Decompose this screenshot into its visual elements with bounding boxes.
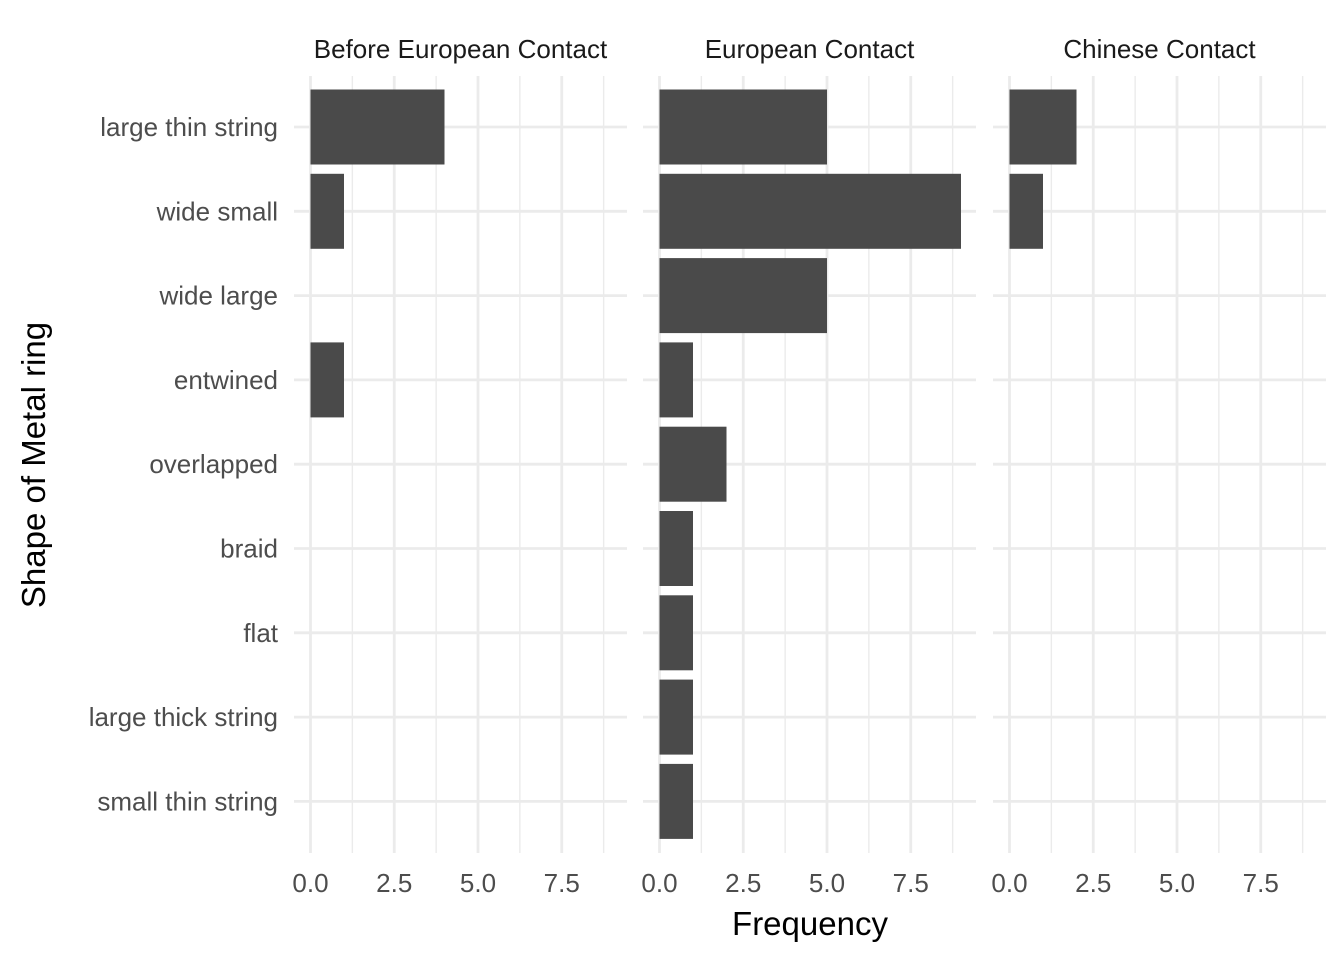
bar [659, 258, 827, 334]
x-tick-label: 5.0 [460, 868, 496, 898]
bar [1009, 173, 1043, 249]
y-tick-label: small thin string [97, 786, 278, 816]
y-tick-label: braid [220, 534, 278, 564]
bar [310, 173, 344, 249]
facet-title: European Contact [705, 34, 915, 64]
facets: 0.0 2.5 5.0 7.5 Before European Contact 0.0 2.… [292, 34, 1326, 898]
facet-title: Chinese Contact [1063, 34, 1256, 64]
bar [659, 426, 727, 502]
bar [659, 173, 961, 249]
x-tick-label: 7.5 [544, 868, 580, 898]
y-tick-label: large thin string [100, 112, 278, 142]
x-axis-title: Frequency [732, 905, 888, 942]
bar [659, 89, 827, 165]
x-tick-label: 2.5 [376, 868, 412, 898]
x-tick-label: 2.5 [1075, 868, 1111, 898]
x-tick-label: 0.0 [641, 868, 677, 898]
y-tick-label: wide small [156, 196, 278, 226]
bar [310, 342, 344, 418]
y-tick-label: wide large [158, 281, 278, 311]
bar [659, 595, 693, 671]
facet-title: Before European Contact [314, 34, 608, 64]
facet-panel: 0.0 2.5 5.0 7.5 Before European Contact [292, 34, 627, 898]
facet-panel: 0.0 2.5 5.0 7.5 European Contact [641, 34, 976, 898]
x-tick-label: 5.0 [1159, 868, 1195, 898]
bar [659, 763, 693, 839]
y-tick-label: entwined [174, 365, 278, 395]
bar [659, 511, 693, 586]
y-axis-labels: large thin string wide small wide large ent… [89, 112, 279, 816]
x-tick-label: 0.0 [292, 868, 328, 898]
x-tick-label: 7.5 [893, 868, 929, 898]
y-tick-label: large thick string [89, 702, 278, 732]
y-tick-label: overlapped [149, 449, 278, 479]
bar [659, 679, 693, 755]
x-tick-label: 7.5 [1243, 868, 1279, 898]
facet-panel: 0.0 2.5 5.0 7.5 Chinese Contact [991, 34, 1326, 898]
y-tick-label: flat [243, 618, 278, 648]
bar [1009, 89, 1077, 165]
x-tick-label: 5.0 [809, 868, 845, 898]
bar [310, 89, 445, 165]
y-axis-title: Shape of Metal ring [15, 322, 52, 608]
x-tick-label: 0.0 [991, 868, 1027, 898]
x-tick-label: 2.5 [725, 868, 761, 898]
bar [659, 342, 693, 418]
